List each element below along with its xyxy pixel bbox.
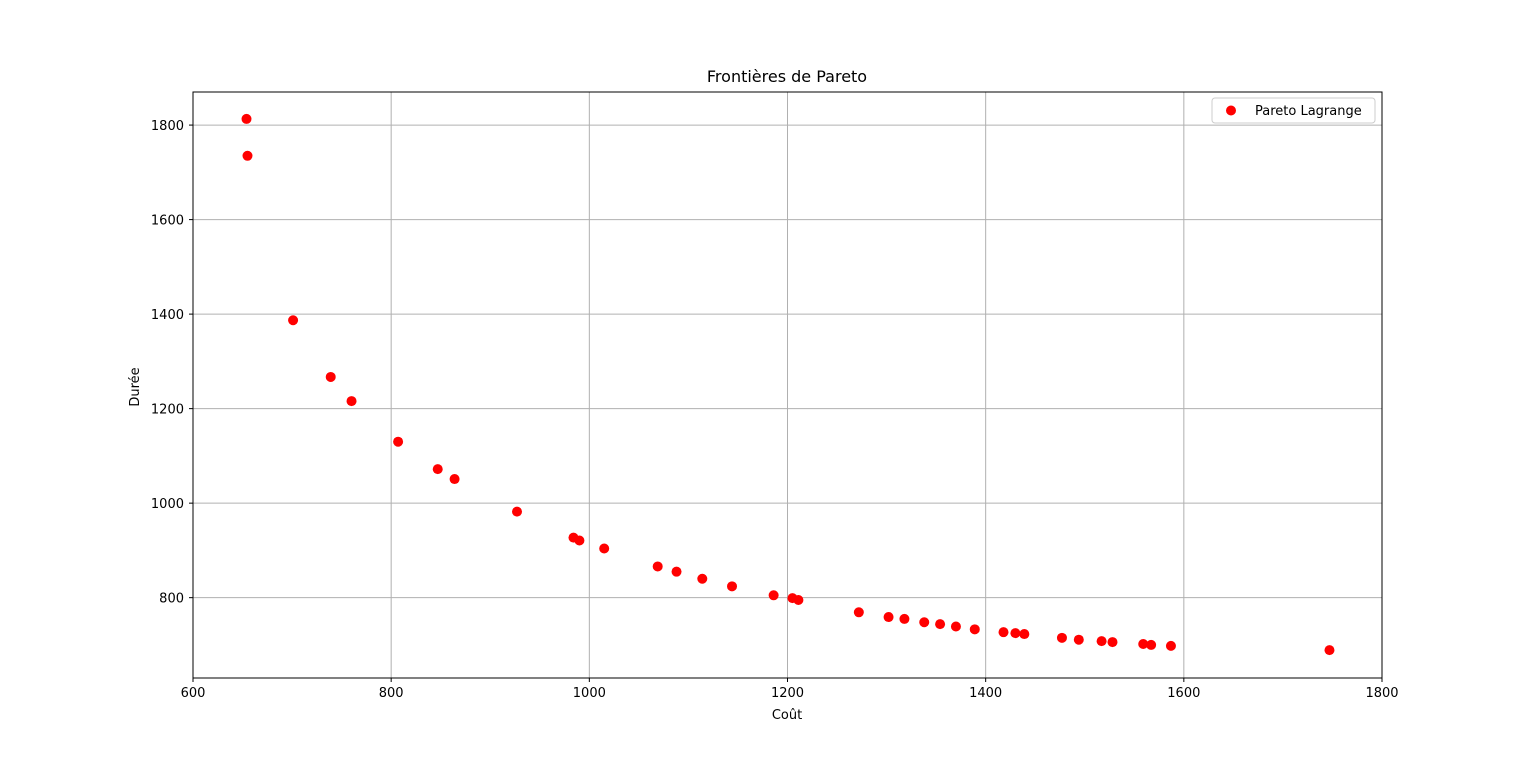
x-tick-label: 1400: [969, 686, 1002, 701]
x-tick-label: 1000: [573, 686, 606, 701]
data-point: [1010, 628, 1021, 639]
data-point: [1056, 632, 1067, 643]
legend-label: Pareto Lagrange: [1255, 104, 1362, 119]
data-point: [919, 617, 930, 628]
x-tick-label: 1600: [1167, 686, 1200, 701]
y-axis-ticks: 800 1000 1200 1400 1600 1800: [151, 119, 193, 607]
y-tick-label: 1400: [151, 308, 184, 323]
y-tick-label: 1200: [151, 403, 184, 418]
data-point: [727, 581, 738, 592]
x-axis-ticks: 600 800 1000 1200 1400 1600 1800: [181, 678, 1399, 701]
data-point: [241, 113, 252, 124]
data-point: [599, 543, 610, 554]
legend-marker-icon: [1226, 105, 1236, 116]
grid: [193, 92, 1382, 678]
legend-box: [1211, 97, 1376, 124]
data-point: [393, 436, 404, 447]
data-point: [969, 624, 980, 635]
data-point: [449, 474, 460, 485]
chart-title: Frontières de Pareto: [707, 67, 867, 86]
data-point: [1324, 645, 1335, 656]
data-point: [793, 595, 804, 606]
x-axis-label: Coût: [772, 708, 802, 723]
data-point: [899, 613, 910, 624]
data-point: [652, 561, 663, 572]
data-point: [1107, 637, 1118, 648]
data-point: [853, 607, 864, 618]
y-tick-label: 800: [159, 592, 184, 607]
y-tick-label: 1000: [151, 497, 184, 512]
data-point: [325, 371, 336, 382]
data-point: [697, 573, 708, 584]
data-point: [346, 396, 357, 407]
data-point: [1138, 638, 1149, 649]
y-axis-label: Durée: [128, 367, 143, 406]
data-point: [768, 590, 779, 601]
data-points: [241, 113, 1335, 656]
y-tick-label: 1800: [151, 119, 184, 134]
y-tick-label: 1600: [151, 214, 184, 229]
data-point: [512, 506, 523, 517]
data-point: [671, 566, 682, 577]
data-point: [242, 150, 253, 161]
x-tick-label: 800: [379, 686, 404, 701]
data-point: [883, 612, 894, 623]
data-point: [1146, 639, 1157, 650]
legend: Pareto Lagrange: [1211, 97, 1376, 124]
x-tick-label: 600: [181, 686, 206, 701]
data-point: [288, 315, 299, 326]
data-point: [574, 535, 585, 546]
data-point: [950, 621, 961, 632]
data-point: [1096, 636, 1107, 647]
x-tick-label: 1200: [771, 686, 804, 701]
x-tick-label: 1800: [1365, 686, 1398, 701]
data-point: [935, 619, 946, 630]
data-point: [1165, 640, 1176, 651]
data-point: [1073, 634, 1084, 645]
data-point: [1019, 629, 1030, 640]
data-point: [998, 627, 1009, 638]
data-point: [432, 464, 443, 475]
